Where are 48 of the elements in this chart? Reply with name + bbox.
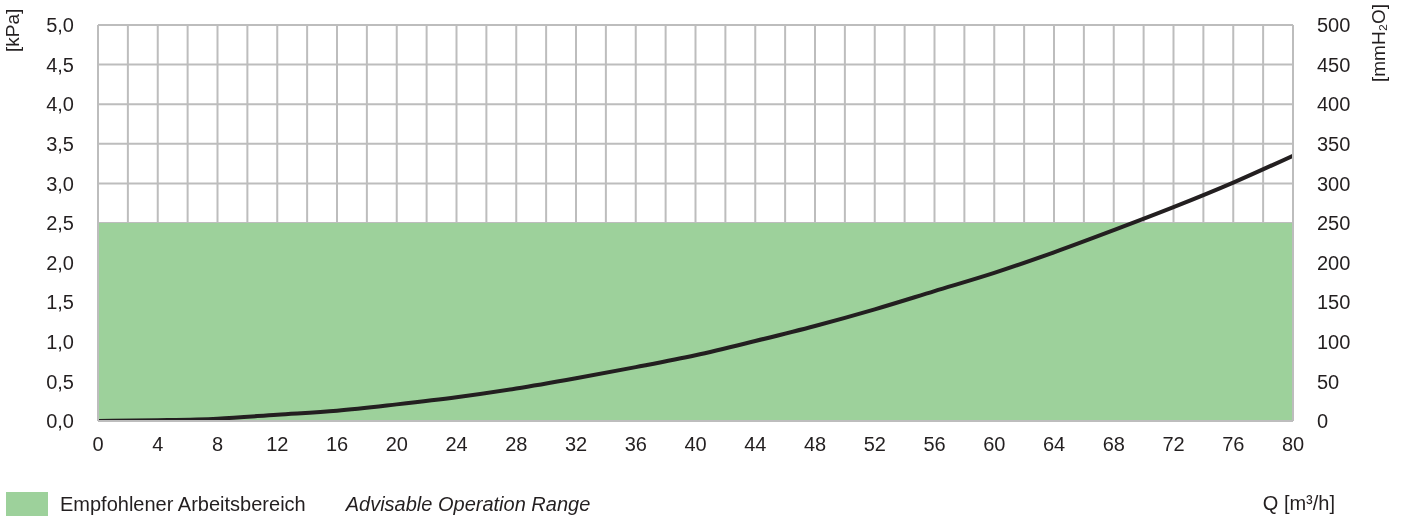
legend-label: Empfohlener Arbeitsbereich	[60, 492, 306, 516]
x-tick-label: 24	[445, 433, 468, 456]
y-tick-label: 2,0	[46, 251, 74, 274]
x-tick-label: 48	[803, 433, 827, 456]
y2-tick-label: 0	[1317, 410, 1329, 433]
y-tick-label: 1,5	[46, 291, 74, 314]
x-tick-label: 4	[152, 433, 164, 456]
x-tick-label: 68	[1102, 433, 1125, 456]
x-tick-label: 28	[505, 433, 528, 456]
y2-tick-label: 50	[1317, 370, 1340, 393]
y2-tick-label: 300	[1317, 172, 1351, 195]
y2-tick-label: 200	[1317, 251, 1351, 274]
y-tick-label: 0,5	[46, 370, 74, 393]
y2-tick-label: 150	[1317, 291, 1351, 314]
x-tick-label: 8	[211, 433, 224, 456]
x-tick-label: 20	[385, 433, 408, 456]
y-tick-label: 4,5	[46, 53, 74, 76]
y2-tick-label: 250	[1317, 212, 1351, 235]
x-tick-label: 80	[1281, 433, 1305, 456]
y-axis-title: [kPa]	[2, 8, 24, 52]
y2-tick-label: 400	[1317, 93, 1351, 116]
x-tick-label: 72	[1162, 433, 1185, 456]
y2-axis-title: [mmH₂O]	[1368, 3, 1390, 82]
y2-tick-label: 350	[1317, 132, 1351, 155]
x-tick-label: 0	[92, 433, 104, 456]
y-tick-label: 2,5	[46, 212, 74, 235]
x-tick-label: 36	[624, 433, 647, 456]
x-tick-label: 44	[744, 433, 767, 456]
x-tick-label: 12	[266, 433, 289, 456]
x-tick-label: 64	[1042, 433, 1066, 456]
x-tick-label: 52	[863, 433, 886, 456]
y-tick-label: 3,5	[46, 132, 74, 155]
y2-tick-label: 450	[1317, 53, 1351, 76]
x-tick-label: 40	[684, 433, 707, 456]
x-tick-label: 56	[923, 433, 946, 456]
y-tick-label: 4,0	[46, 93, 74, 116]
y2-tick-label: 500	[1317, 14, 1351, 37]
x-tick-label: 16	[325, 433, 349, 456]
y-tick-label: 0,0	[46, 410, 74, 433]
y-tick-label: 5,0	[46, 14, 74, 37]
y-tick-label: 3,0	[46, 172, 74, 195]
x-tick-label: 32	[564, 433, 588, 456]
x-tick-label: 60	[983, 433, 1006, 456]
y2-tick-label: 100	[1317, 330, 1351, 353]
text: Advisable Operation Range	[345, 492, 591, 516]
y-tick-label: 1,0	[46, 330, 74, 353]
x-tick-label: 76	[1222, 433, 1245, 456]
x-axis-title: Q [m³/h]	[1262, 492, 1335, 515]
